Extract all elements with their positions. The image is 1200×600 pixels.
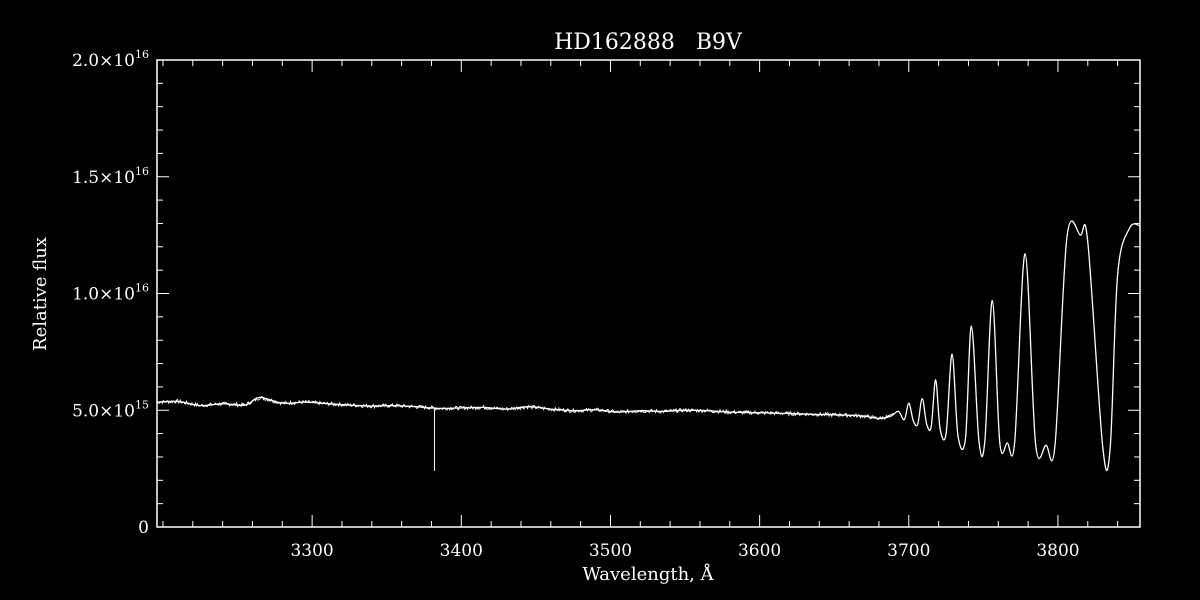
y-tick-label: 2.0×1016	[72, 48, 149, 71]
spectrum-noise	[156, 396, 894, 421]
y-tick-label: 1.0×1016	[72, 282, 149, 305]
y-tick-exponent: 16	[135, 165, 149, 178]
y-tick-label: 5.0×1015	[72, 398, 149, 421]
y-tick-exponent: 15	[135, 398, 149, 411]
y-tick-label: 0	[138, 518, 149, 538]
series-layer	[156, 220, 1141, 472]
chart-title: HD162888 B9V	[554, 30, 743, 55]
y-tick-mantissa: 5.0×10	[72, 401, 135, 421]
y-axis-label: Relative flux	[30, 237, 51, 351]
x-axis-label: Wavelength, Å	[582, 563, 714, 585]
y-tick-label: 1.5×1016	[72, 165, 149, 188]
x-tick-label: 3300	[290, 541, 333, 561]
x-tick-label: 3400	[440, 541, 483, 561]
y-tick-exponent: 16	[135, 282, 149, 295]
x-ticks: 3300 3400 3500 3600 3700 3800	[162, 60, 1119, 561]
spectrum-line	[156, 220, 1141, 472]
y-tick-mantissa: 2.0×10	[72, 51, 135, 71]
y-tick-exponent: 16	[135, 48, 149, 61]
y-tick-mantissa: 1.0×10	[72, 285, 135, 305]
x-tick-label: 3800	[1036, 541, 1079, 561]
x-tick-label: 3600	[738, 541, 781, 561]
plot-frame	[156, 59, 1141, 528]
y-tick-mantissa: 1.5×10	[72, 168, 135, 188]
y-tick-mantissa: 0	[138, 518, 149, 538]
x-tick-label: 3500	[589, 541, 632, 561]
x-tick-label: 3700	[887, 541, 930, 561]
